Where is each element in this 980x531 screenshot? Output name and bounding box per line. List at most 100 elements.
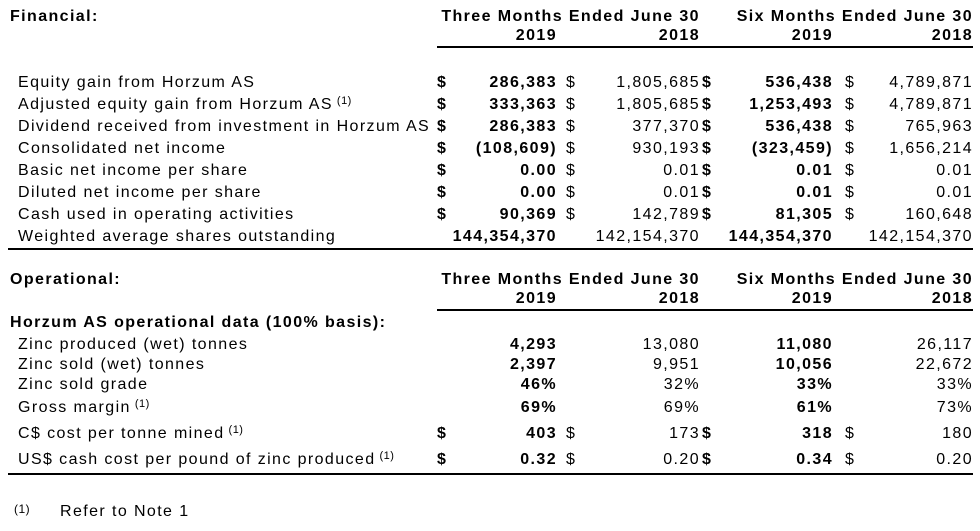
year-header: 2018 [658, 290, 700, 307]
dollar-sign [437, 375, 449, 395]
dollar-sign [700, 395, 714, 422]
cell-value: (323,459) [751, 140, 833, 157]
row-label: C$ cost per tonne mined (1) [8, 421, 437, 448]
section-title-financial: Financial: [10, 8, 99, 25]
operational-rows: Zinc produced (wet) tonnes 4,293 13,080 11,… [8, 335, 973, 473]
cell-value: 81,305 [775, 206, 833, 223]
dollar-sign [700, 335, 714, 355]
cell-value: 0.01 [796, 184, 833, 201]
footnote-superscript: (1) [379, 450, 395, 462]
footnote-superscript: (1) [336, 95, 352, 107]
row-label-text: Zinc produced (wet) tonnes [18, 336, 249, 353]
dollar-sign: $ [566, 425, 577, 442]
row-label-text: Dividend received from investment in Hor… [18, 118, 431, 135]
section-operational: Operational: Three Months Ended June 30 … [8, 271, 973, 475]
dollar-sign [833, 395, 857, 422]
row-label: Diluted net income per share [8, 182, 437, 204]
year-header: 2018 [658, 27, 700, 44]
dollar-sign [437, 226, 449, 248]
row-label: Basic net income per share [8, 160, 437, 182]
dollar-sign [437, 355, 449, 375]
dollar-sign: $ [702, 206, 713, 223]
row-label-text: Cash used in operating activities [18, 206, 295, 223]
footnote-superscript: (1) [134, 398, 150, 410]
row-label-text: Adjusted equity gain from Horzum AS [18, 96, 333, 113]
dollar-sign [833, 375, 857, 395]
period-header-three-months: Three Months Ended June 30 [441, 271, 700, 288]
table-row: Consolidated net income $ (108,609) $930,19… [8, 138, 973, 160]
dollar-sign: $ [702, 74, 713, 91]
row-label-text: Zinc sold grade [18, 376, 149, 393]
footnote-marker: (1) [14, 502, 31, 516]
cell-value: 142,789 [632, 206, 700, 223]
row-label: Dividend received from investment in Hor… [8, 116, 437, 138]
cell-value: 144,354,370 [452, 228, 557, 245]
dollar-sign: $ [845, 140, 856, 157]
row-label-text: Zinc sold (wet) tonnes [18, 356, 206, 373]
cell-value: 0.20 [936, 451, 973, 468]
operational-header-row: Operational: Three Months Ended June 30 … [8, 271, 973, 289]
cell-value: 144,354,370 [728, 228, 833, 245]
cell-value: 173 [669, 425, 700, 442]
table-row: Diluted net income per share $0.00 $0.01 $0… [8, 182, 973, 204]
dollar-sign [700, 355, 714, 375]
period-header-three-months: Three Months Ended June 30 [441, 8, 700, 25]
cell-value: 930,193 [632, 140, 700, 157]
cell-value: 69% [520, 399, 557, 416]
year-header: 2019 [791, 290, 833, 307]
row-label: Weighted average shares outstanding [8, 226, 437, 248]
dollar-sign: $ [566, 96, 577, 113]
dollar-sign: $ [845, 96, 856, 113]
cell-value: 0.01 [663, 162, 700, 179]
dollar-sign: $ [437, 74, 448, 91]
cell-value: 2,397 [509, 356, 557, 373]
dollar-sign: $ [702, 96, 713, 113]
financial-rows: Equity gain from Horzum AS $286,383 $1,805… [8, 72, 973, 248]
cell-value: 0.01 [663, 184, 700, 201]
dollar-sign: $ [702, 425, 713, 442]
cell-value: 0.01 [936, 162, 973, 179]
financial-years-row: 2019 2018 2019 2018 [8, 26, 973, 46]
financial-header-row: Financial: Three Months Ended June 30 Si… [8, 8, 973, 26]
dollar-sign: $ [845, 162, 856, 179]
year-header: 2019 [791, 27, 833, 44]
cell-value: 61% [796, 399, 833, 416]
header-underline [437, 46, 973, 48]
dollar-sign: $ [702, 118, 713, 135]
dollar-sign: $ [702, 140, 713, 157]
table-row: Adjusted equity gain from Horzum AS (1) $3… [8, 94, 973, 116]
dollar-sign: $ [566, 206, 577, 223]
dollar-sign: $ [702, 184, 713, 201]
table-row: Gross margin (1) 69% 69% 61% 73% [8, 395, 973, 421]
period-header-six-months: Six Months Ended June 30 [736, 271, 973, 288]
year-header: 2019 [515, 27, 557, 44]
cell-value: (108,609) [475, 140, 557, 157]
dollar-sign: $ [437, 184, 448, 201]
cell-value: 160,648 [905, 206, 973, 223]
cell-value: 536,438 [765, 118, 833, 135]
footnote-text: Refer to Note 1 [60, 503, 190, 520]
cell-value: 142,154,370 [868, 228, 973, 245]
cell-value: 0.01 [936, 184, 973, 201]
dollar-sign: $ [845, 184, 856, 201]
dollar-sign [700, 226, 714, 248]
cell-value: 11,080 [776, 336, 833, 353]
dollar-sign: $ [845, 206, 856, 223]
cell-value: 765,963 [905, 118, 973, 135]
cell-value: 286,383 [489, 118, 557, 135]
year-header: 2019 [515, 290, 557, 307]
cell-value: 26,117 [916, 336, 973, 353]
cell-value: 69% [663, 399, 700, 416]
dollar-sign: $ [566, 451, 577, 468]
dollar-sign: $ [437, 206, 448, 223]
dollar-sign [833, 226, 857, 248]
cell-value: 286,383 [489, 74, 557, 91]
table-row: Basic net income per share $0.00 $0.01 $0.0… [8, 160, 973, 182]
row-label: Zinc produced (wet) tonnes [8, 335, 437, 355]
row-label: Zinc sold grade [8, 375, 437, 395]
row-label-text: Basic net income per share [18, 162, 249, 179]
row-label: Cash used in operating activities [8, 204, 437, 226]
cell-value: 0.01 [796, 162, 833, 179]
operational-subheader-row: Horzum AS operational data (100% basis): [8, 311, 973, 335]
